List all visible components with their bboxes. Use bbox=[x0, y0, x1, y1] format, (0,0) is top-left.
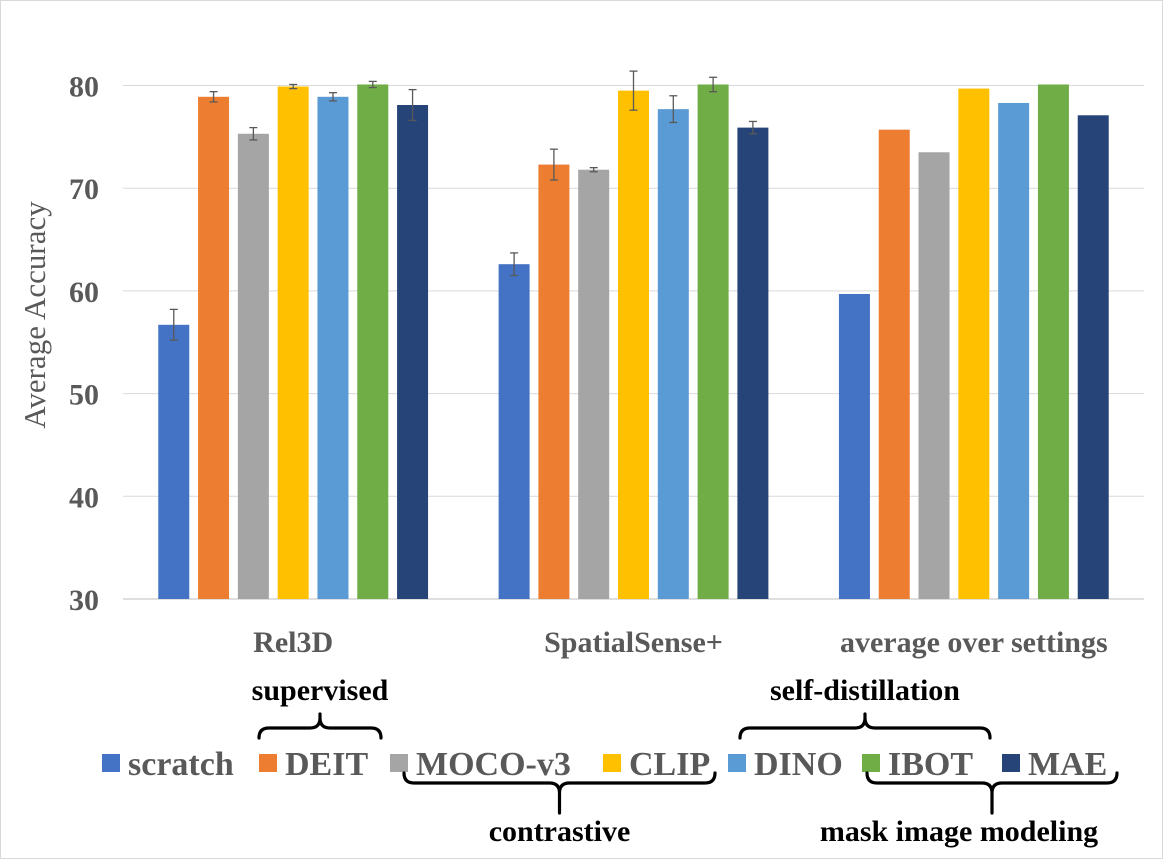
legend-swatch-clip bbox=[603, 754, 621, 772]
bar-spatialsense-scratch bbox=[498, 264, 530, 599]
bracket-mask-image-modeling bbox=[865, 771, 1119, 815]
y-tick-label-80: 80 bbox=[69, 71, 99, 104]
error-bar-rel3d-ibot bbox=[368, 80, 377, 89]
group-bracket-mask-image-modeling: mask image modeling bbox=[820, 771, 1119, 848]
x-tick-label-average-over-settings: average over settings bbox=[840, 626, 1108, 659]
legend-item-clip: CLIP bbox=[603, 746, 710, 783]
error-bar-rel3d-dino bbox=[328, 92, 337, 102]
legend-label-scratch: scratch bbox=[128, 746, 234, 783]
bar-average-over-settings-dino bbox=[998, 102, 1030, 600]
bar-rel3d-scratch bbox=[158, 324, 190, 599]
legend-item-dino: DINO bbox=[728, 746, 843, 783]
legend-item-mae: MAE bbox=[1002, 746, 1107, 783]
group-bracket-supervised: supervised bbox=[252, 674, 389, 740]
error-bar-spatialsense-mae bbox=[748, 120, 757, 135]
bracket-contrastive bbox=[402, 771, 717, 815]
legend-swatch-ibot bbox=[862, 754, 880, 772]
legend-item-deit: DEIT bbox=[259, 746, 368, 783]
bar-average-over-settings-deit bbox=[878, 129, 910, 599]
error-bar-spatialsense-ibot bbox=[709, 76, 718, 93]
error-bar-rel3d-mae bbox=[408, 88, 417, 122]
y-tick-label-30: 30 bbox=[69, 584, 99, 617]
legend-swatch-mae bbox=[1002, 754, 1020, 772]
group-label-self-distillation: self-distillation bbox=[770, 674, 960, 707]
bar-average-over-settings-scratch bbox=[838, 293, 870, 599]
bar-average-over-settings-clip bbox=[958, 88, 990, 600]
bar-spatialsense-clip bbox=[618, 90, 649, 599]
bar-average-over-settings-mae bbox=[1077, 115, 1109, 600]
error-bar-rel3d-deit bbox=[209, 91, 218, 103]
legend-swatch-scratch bbox=[102, 754, 120, 772]
bracket-self-distillation bbox=[738, 712, 992, 740]
legend-item-ibot: IBOT bbox=[862, 746, 973, 783]
legend-label-clip: CLIP bbox=[629, 746, 710, 783]
legend-label-moco-v3: MOCO-v3 bbox=[416, 746, 571, 783]
legend-label-deit: DEIT bbox=[285, 746, 368, 783]
bar-average-over-settings-ibot bbox=[1037, 84, 1069, 599]
bar-rel3d-moco-v3 bbox=[237, 133, 269, 600]
legend-label-mae: MAE bbox=[1028, 746, 1107, 783]
legend-swatch-dino bbox=[728, 754, 746, 772]
group-bracket-contrastive: contrastive bbox=[402, 771, 717, 848]
error-bar-spatialsense-clip bbox=[629, 70, 638, 111]
group-bracket-self-distillation: self-distillation bbox=[738, 674, 992, 740]
bar-rel3d-mae bbox=[397, 105, 429, 599]
legend-swatch-moco-v3 bbox=[390, 754, 408, 772]
group-label-supervised: supervised bbox=[252, 674, 389, 707]
error-bar-rel3d-moco-v3 bbox=[249, 126, 258, 141]
bar-rel3d-dino bbox=[317, 96, 349, 599]
bar-spatialsense-mae bbox=[737, 127, 769, 600]
error-bar-spatialsense-deit bbox=[549, 148, 558, 181]
y-tick-label-60: 60 bbox=[69, 276, 99, 309]
legend-item-moco-v3: MOCO-v3 bbox=[390, 746, 571, 783]
x-tick-label-rel3d: Rel3D bbox=[253, 626, 333, 659]
x-tick-label-spatialsense: SpatialSense+ bbox=[544, 626, 723, 659]
bar-spatialsense-moco-v3 bbox=[578, 169, 610, 600]
legend-item-scratch: scratch bbox=[102, 746, 234, 783]
bar-average-over-settings-moco-v3 bbox=[918, 152, 950, 599]
bar-rel3d-deit bbox=[198, 96, 230, 599]
bracket-supervised bbox=[257, 712, 383, 740]
legend-label-dino: DINO bbox=[754, 746, 843, 783]
bar-rel3d-clip bbox=[277, 86, 309, 600]
y-tick-label-50: 50 bbox=[69, 379, 99, 412]
bar-spatialsense-ibot bbox=[697, 84, 729, 599]
y-tick-label-40: 40 bbox=[69, 481, 99, 514]
bar-rel3d-ibot bbox=[357, 84, 389, 599]
error-bar-rel3d-scratch bbox=[169, 308, 178, 341]
y-tick-label-70: 70 bbox=[69, 173, 99, 206]
error-bar-spatialsense-scratch bbox=[510, 252, 519, 277]
error-bar-spatialsense-dino bbox=[669, 95, 678, 124]
bar-spatialsense-deit bbox=[538, 164, 570, 600]
y-axis-label: Average Accuracy bbox=[17, 201, 52, 429]
bar-spatialsense-dino bbox=[657, 109, 689, 599]
group-label-mask-image-modeling: mask image modeling bbox=[820, 815, 1098, 848]
legend-swatch-deit bbox=[259, 754, 277, 772]
legend-label-ibot: IBOT bbox=[888, 746, 973, 783]
error-bar-spatialsense-moco-v3 bbox=[589, 167, 598, 173]
group-label-contrastive: contrastive bbox=[489, 815, 631, 848]
error-bar-rel3d-clip bbox=[289, 83, 298, 90]
